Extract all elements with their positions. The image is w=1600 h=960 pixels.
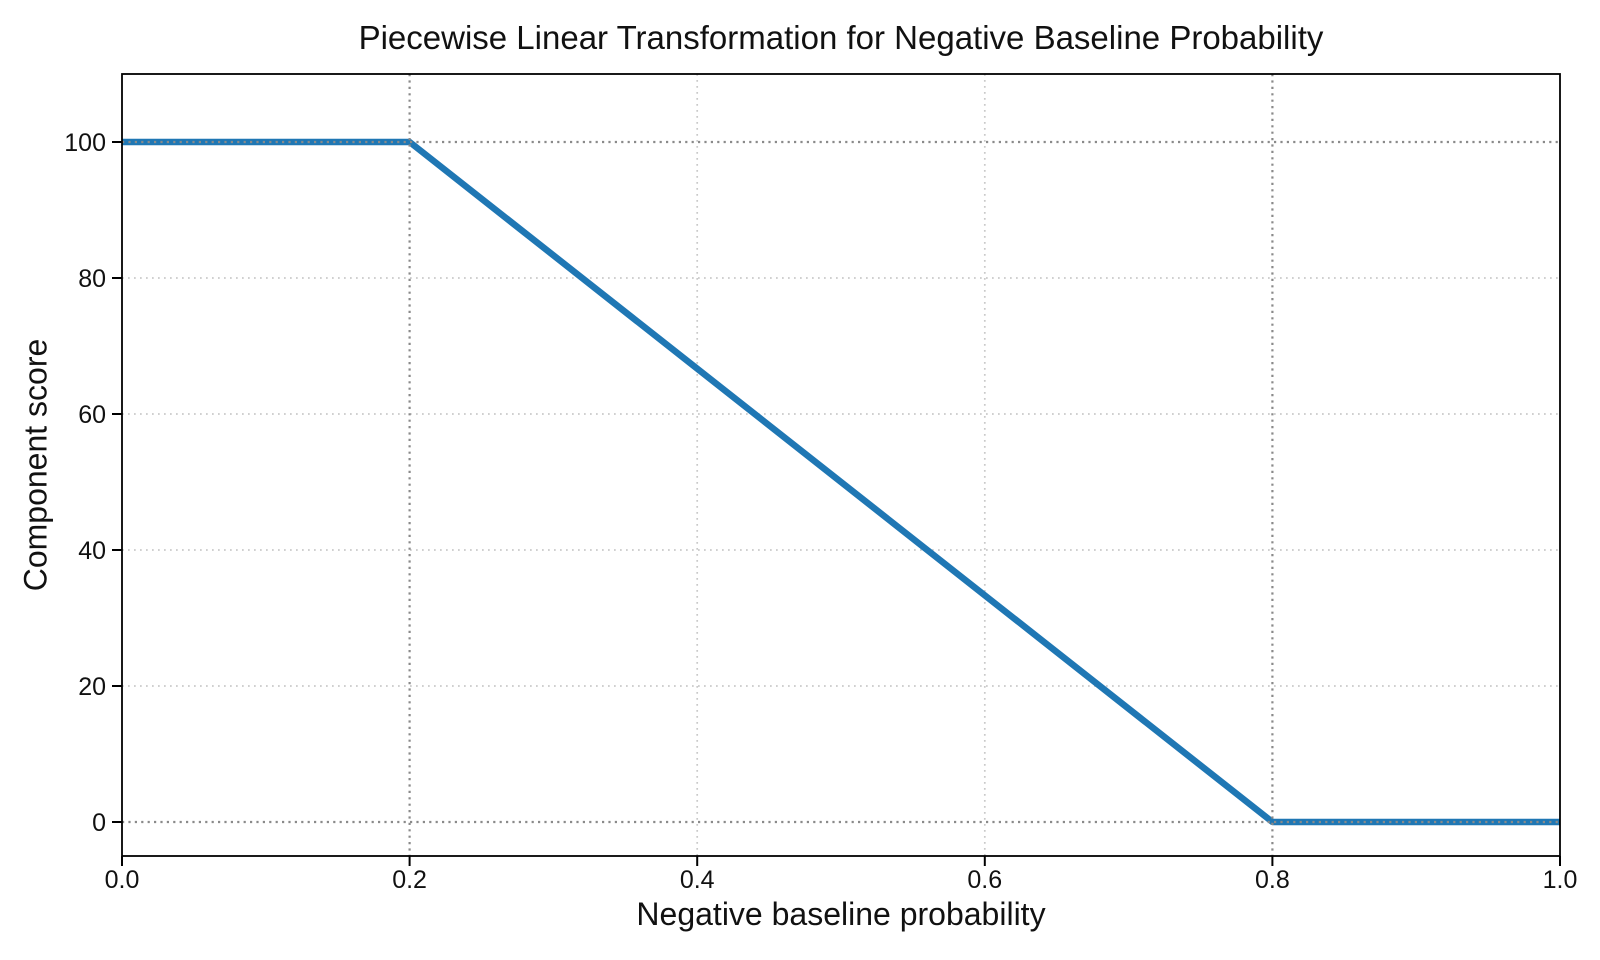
chart-title: Piecewise Linear Transformation for Nega… — [358, 19, 1324, 56]
y-tick-label-100: 100 — [64, 129, 106, 157]
x-tick-label-1.0: 1.0 — [1543, 866, 1578, 894]
x-tick-label-0.6: 0.6 — [967, 866, 1002, 894]
x-axis-title: Negative baseline probability — [636, 896, 1046, 932]
x-tick-label-0.2: 0.2 — [392, 866, 427, 894]
y-tick-label-80: 80 — [78, 265, 106, 293]
y-tick-label-20: 20 — [78, 673, 106, 701]
y-axis-title: Component score — [17, 338, 54, 592]
x-tick-label-0.4: 0.4 — [680, 866, 715, 894]
x-tick-label-0.8: 0.8 — [1255, 866, 1290, 894]
plot-border — [121, 73, 1561, 857]
y-tick-label-0: 0 — [92, 809, 106, 837]
y-tick-label-60: 60 — [78, 401, 106, 429]
series-line-piecewise-linear-transform — [122, 138, 1560, 826]
y-tick-label-40: 40 — [78, 537, 106, 565]
x-tick-label-0.0: 0.0 — [105, 866, 140, 894]
